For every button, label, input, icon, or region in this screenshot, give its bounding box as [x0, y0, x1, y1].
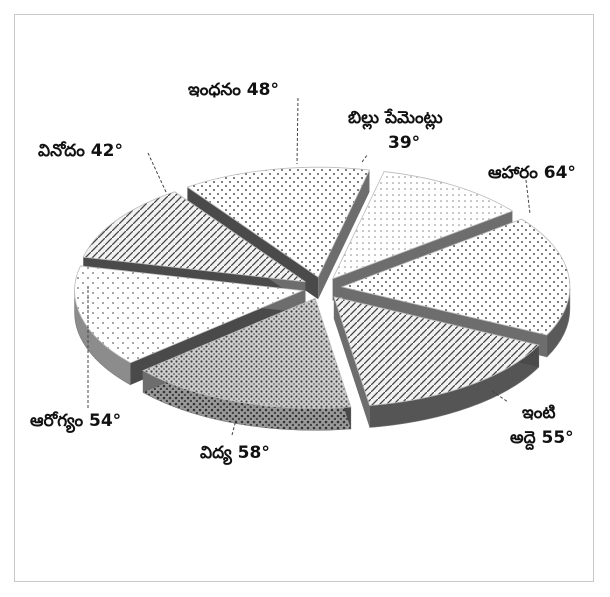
leader-line-64 [525, 179, 531, 215]
slice-label-54: ఆరోగ్యం 54° [30, 411, 121, 433]
leader-line-42 [147, 152, 167, 193]
leader-line-58 [231, 419, 237, 436]
slice-39-top [331, 171, 514, 280]
slice-54-top [74, 265, 305, 364]
label-48: ఇంధనం 48° [188, 80, 299, 165]
slice-label-42: వినోదం 42° [38, 141, 123, 161]
slice-42-top [82, 191, 306, 283]
label-55: ఇంటి అద్దె 55° [491, 390, 574, 450]
slice-label-64: ఆహారం 64° [488, 163, 576, 183]
slice-48-wall [318, 170, 370, 300]
label-58: విద్య 58° [200, 419, 270, 465]
slice-58-top [142, 297, 352, 409]
slice-55-top [333, 296, 540, 406]
label-64: ఆహారం 64° [488, 163, 576, 215]
slice-label-39: బిల్లు పేమెంట్లు [348, 108, 443, 130]
label-42: వినోదం 42° [38, 141, 167, 193]
slice-55 [333, 296, 540, 428]
slice-55-wall [333, 296, 370, 428]
slice-58 [142, 297, 352, 431]
slice-label-58: విద్య 58° [200, 443, 270, 465]
leader-line-55 [491, 390, 509, 403]
slice-label-55: ఇంటి [522, 403, 555, 423]
leader-line-48 [296, 97, 299, 165]
slice-48-top [186, 166, 371, 278]
slice-label-48: ఇంధనం 48° [188, 80, 279, 100]
slice-64-top [340, 218, 571, 336]
leader-line-39 [361, 153, 369, 163]
slice-64 [340, 218, 571, 358]
slice-label-line2-55: అద్దె 55° [510, 428, 574, 450]
slice-label-line2-39: 39° [388, 133, 420, 153]
label-39: బిల్లు పేమెంట్లు 39° [348, 108, 443, 163]
label-54: ఆరోగ్యం 54° [30, 286, 121, 433]
